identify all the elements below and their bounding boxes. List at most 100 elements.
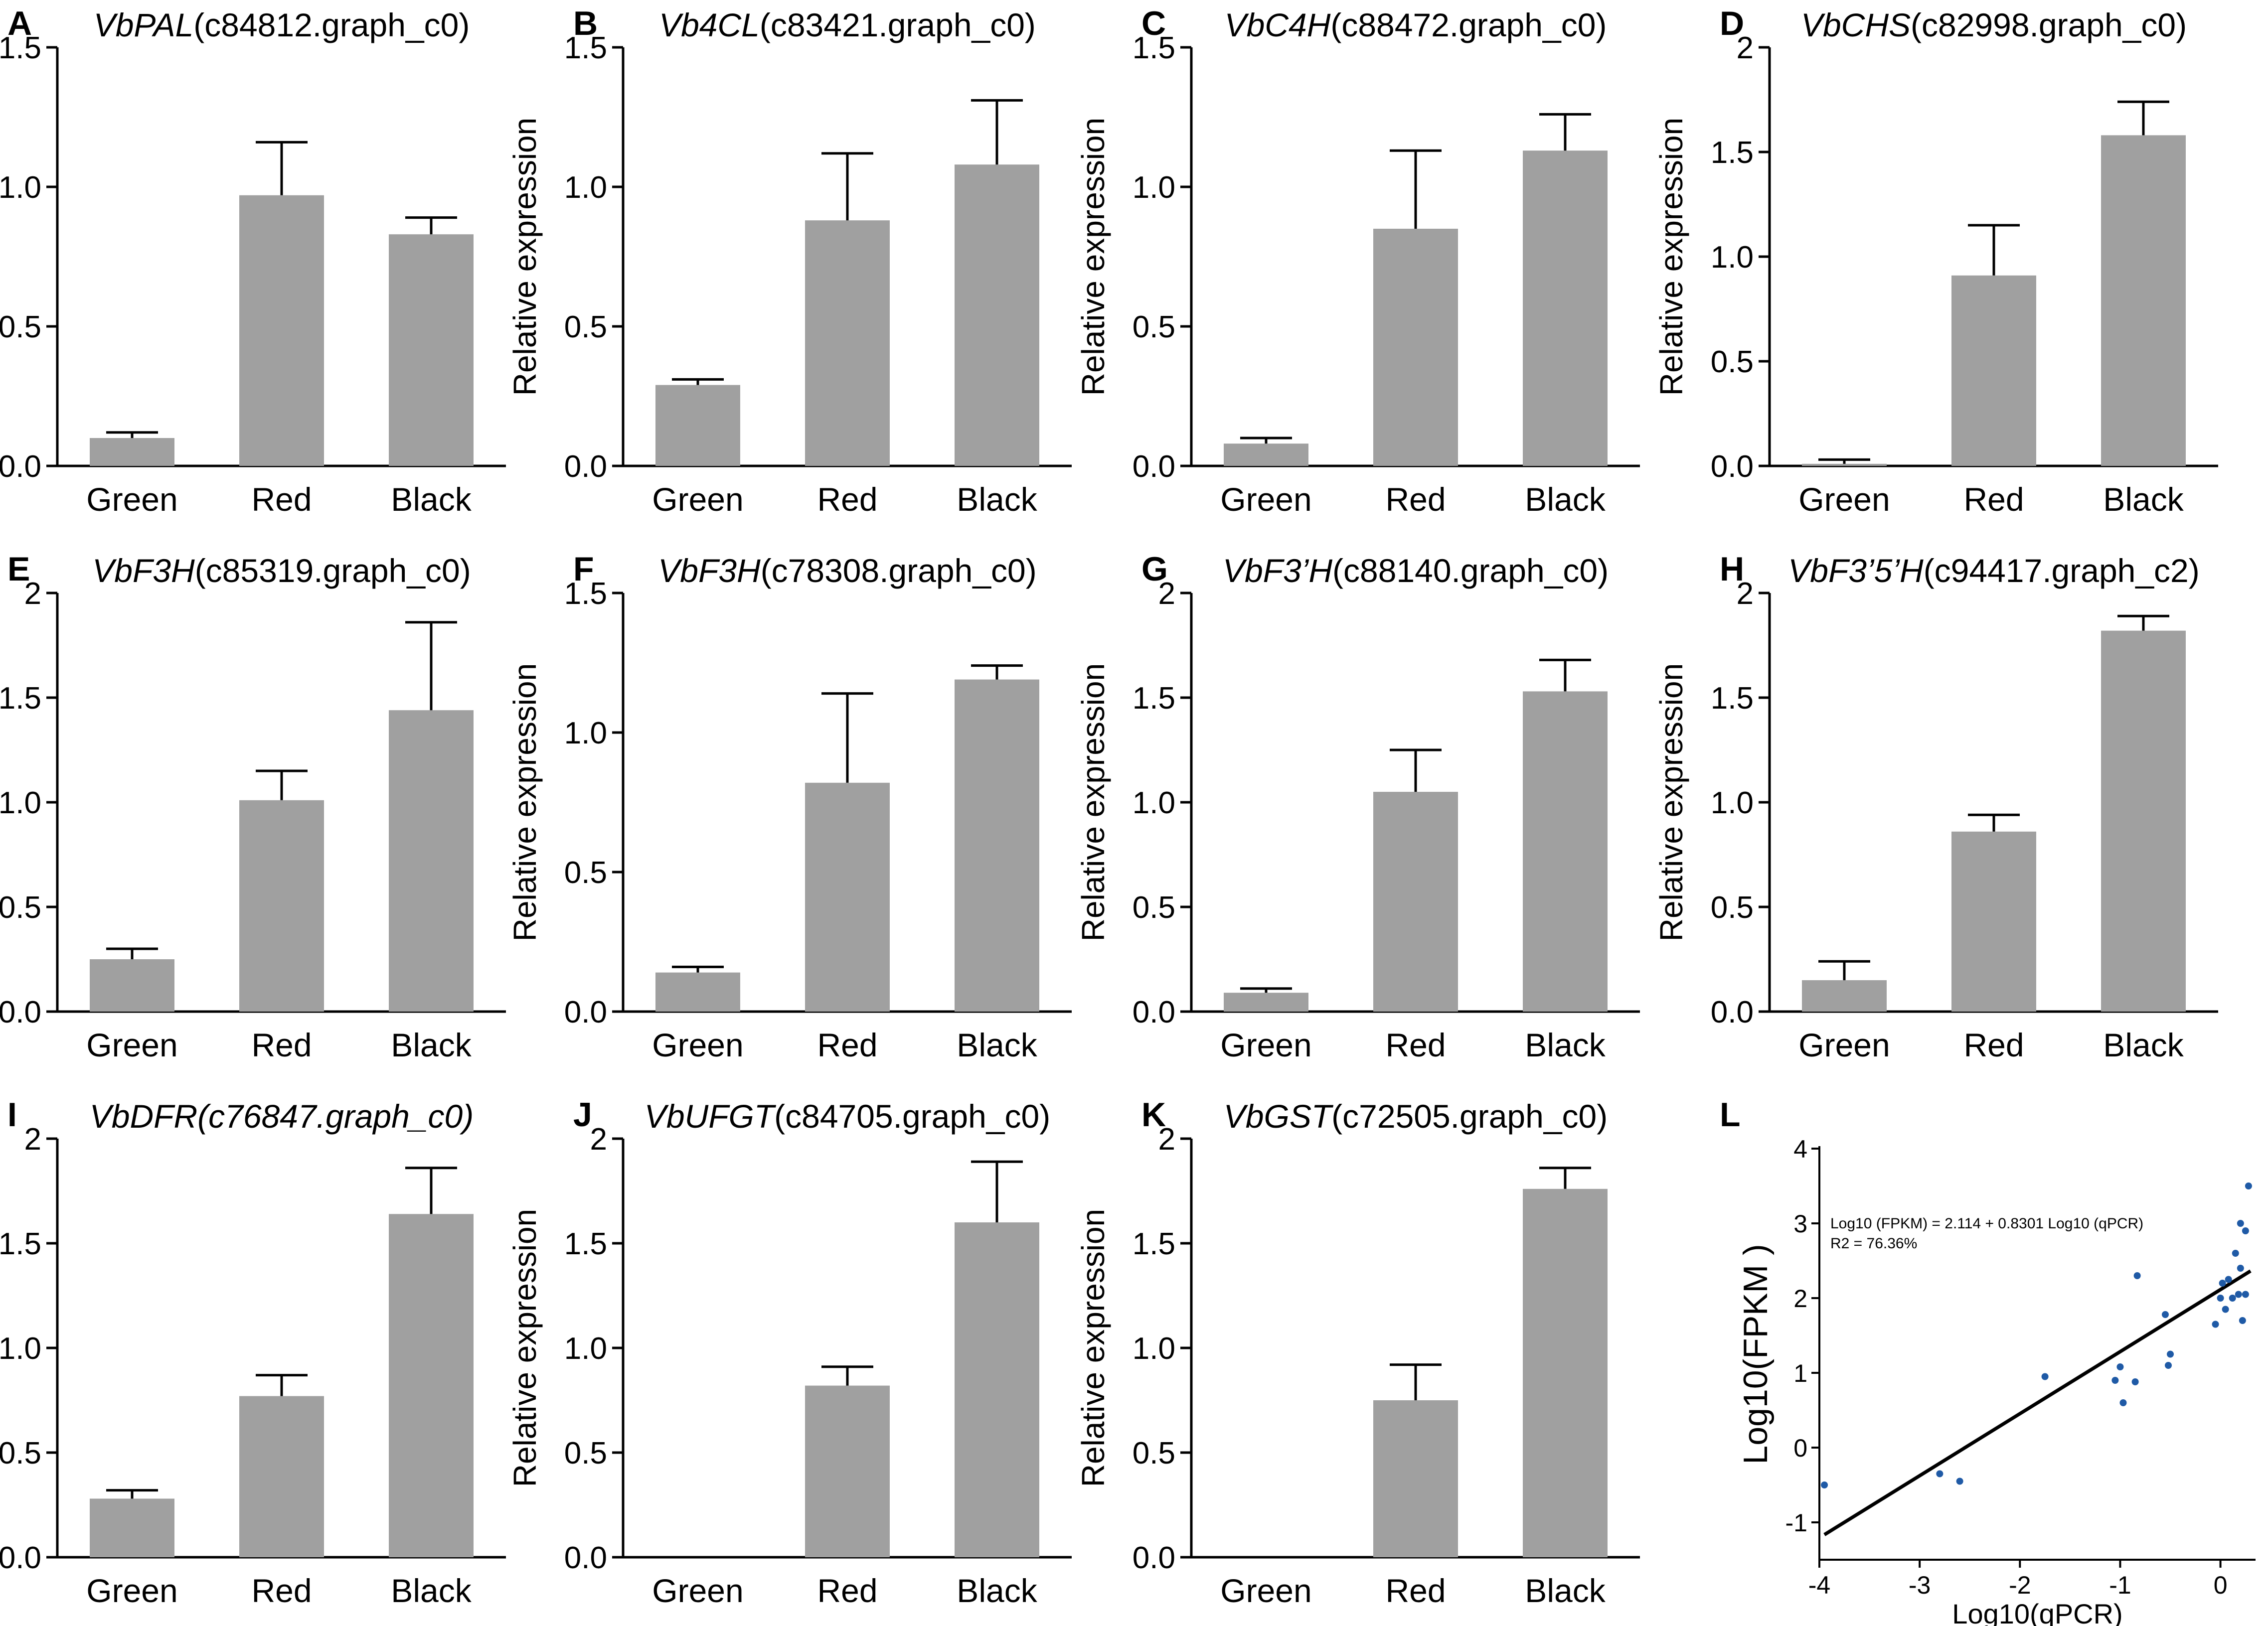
gene-name: VbF3’H <box>1223 552 1332 589</box>
panel-title: VbF3H(c78308.graph_c0) <box>658 552 1036 589</box>
scatter-point <box>2161 1311 2169 1318</box>
x-tick-label: Red <box>1963 481 2024 518</box>
panel-letter: I <box>7 1096 17 1134</box>
y-tick-label: 1.5 <box>1133 31 1175 65</box>
gene-name: VbF3’5’H <box>1788 552 1924 589</box>
x-tick-label: Green <box>652 1027 743 1063</box>
y-axis-label: Relative expression <box>1075 663 1111 942</box>
y-tick-label: 1.0 <box>0 786 41 820</box>
scatter-point <box>2167 1350 2174 1358</box>
scatter-point <box>2219 1280 2226 1287</box>
y-tick-label: 0.0 <box>1133 449 1175 484</box>
bar-green <box>90 1498 174 1557</box>
scatter-point <box>2116 1363 2124 1370</box>
panel-letter: K <box>1141 1096 1166 1134</box>
x-tick-label: Green <box>1798 481 1890 518</box>
y-tick-label: 1.5 <box>1133 681 1175 716</box>
gene-name: VbUFGT <box>645 1098 777 1135</box>
bar-red <box>239 800 324 1012</box>
y-tick-label: 1.0 <box>564 716 607 750</box>
y-tick-label: 1.0 <box>1711 786 1754 820</box>
scatter-point <box>2242 1291 2249 1298</box>
gene-id: (c72505.graph_c0) <box>1331 1098 1608 1135</box>
x-tick-label: Red <box>817 481 877 518</box>
bar-black <box>1523 1188 1608 1557</box>
x-axis-label: Log10(qPCR) <box>1952 1598 2122 1626</box>
x-tick-label: Red <box>817 1027 877 1063</box>
panel-d: D VbCHS(c82998.graph_c0) Relative expressi… <box>1653 4 2218 518</box>
bar-black <box>955 1222 1039 1557</box>
x-tick-label: Green <box>1220 1027 1311 1063</box>
bar-red <box>805 782 890 1012</box>
bar-green <box>1224 443 1308 466</box>
bar-black <box>389 234 474 466</box>
regression-line <box>1823 1269 2252 1536</box>
scatter-point <box>2229 1295 2236 1302</box>
panel-letter: D <box>1720 4 1744 42</box>
y-tick-label: 1.0 <box>564 1331 607 1366</box>
y-tick-label: 0.0 <box>0 995 41 1030</box>
scatter-point <box>2133 1272 2141 1279</box>
bar-red <box>805 220 890 466</box>
y-axis-label: Relative expression <box>507 663 543 942</box>
x-tick-label: Red <box>817 1572 877 1609</box>
scatter-point <box>1936 1470 1944 1478</box>
x-tick-label: 0 <box>2214 1571 2228 1599</box>
gene-name: VbGST <box>1224 1098 1334 1135</box>
y-tick-label: 0.5 <box>564 310 607 344</box>
y-tick-label: 1.0 <box>564 170 607 205</box>
scatter-point <box>2131 1378 2139 1385</box>
gene-id: (c94417.graph_c2) <box>1924 552 2200 589</box>
panel-title: VbF3’5’H(c94417.graph_c2) <box>1788 552 2200 589</box>
panel-title: VbF3H(c85319.graph_c0) <box>92 552 471 589</box>
y-tick-label: 1.5 <box>1711 681 1754 716</box>
r-squared: R2 = 76.36% <box>1830 1235 1917 1252</box>
x-tick-label: Green <box>1220 481 1311 518</box>
gene-id: (c83421.graph_c0) <box>760 6 1036 43</box>
scatter-point <box>2235 1291 2242 1298</box>
panel-title: VbF3’H(c88140.graph_c0) <box>1223 552 1609 589</box>
scatter-point <box>2222 1306 2229 1313</box>
scatter-point <box>2165 1362 2172 1369</box>
panel-title: VbCHS(c82998.graph_c0) <box>1801 6 2187 43</box>
y-tick-label: -1 <box>1785 1509 1807 1537</box>
y-tick-label: 1.0 <box>0 170 41 205</box>
y-tick-label: 0.5 <box>0 890 41 925</box>
bar-black <box>389 710 474 1012</box>
y-tick-label: 2 <box>590 1122 607 1157</box>
panel-l: L -1 0 1 2 3 4 -4 -3 -2 -1 0 Log10(qPCR) Log10(FPKM )… <box>1720 1096 2256 1626</box>
y-tick-label: 0.5 <box>564 1436 607 1471</box>
panel-title: VbC4H(c88472.graph_c0) <box>1225 6 1607 43</box>
y-tick-label: 1.0 <box>1711 240 1754 275</box>
x-tick-label: Black <box>2103 1027 2184 1063</box>
panel-title: VbPAL(c84812.graph_c0) <box>94 6 470 43</box>
gene-name: VbCHS <box>1801 6 1911 43</box>
x-tick-label: Green <box>1798 1027 1890 1063</box>
x-tick-label: Green <box>86 1027 177 1063</box>
y-tick-label: 0.0 <box>1711 449 1754 484</box>
y-tick-label: 2 <box>1793 1285 1807 1313</box>
scatter-point <box>1956 1478 1963 1485</box>
gene-name: VbDFR <box>90 1098 197 1135</box>
panel-letter: A <box>7 4 32 42</box>
gene-id: (c78308.graph_c0) <box>761 552 1037 589</box>
x-tick-label: Black <box>957 1572 1037 1609</box>
y-tick-label: 0.0 <box>1133 1541 1175 1575</box>
y-tick-label: 1.5 <box>564 577 607 611</box>
panel-k: K VbGST(c72505.graph_c0) Relative expressi… <box>1075 1096 1640 1609</box>
y-tick-label: 2 <box>1737 577 1754 611</box>
bar-black <box>1523 691 1608 1012</box>
gene-id: (c88140.graph_c0) <box>1332 552 1609 589</box>
x-tick-label: Red <box>1385 1572 1446 1609</box>
y-tick-label: 1.5 <box>564 31 607 65</box>
x-tick-label: Red <box>251 1572 312 1609</box>
y-axis-label: Relative expression <box>1075 1209 1111 1487</box>
bar-green <box>655 972 740 1012</box>
panel-g: G VbF3’H(c88140.graph_c0) Relative express… <box>1075 550 1640 1063</box>
y-tick-label: 1 <box>1793 1359 1807 1387</box>
x-tick-label: Black <box>957 1027 1037 1063</box>
x-tick-label: -1 <box>2109 1571 2131 1599</box>
